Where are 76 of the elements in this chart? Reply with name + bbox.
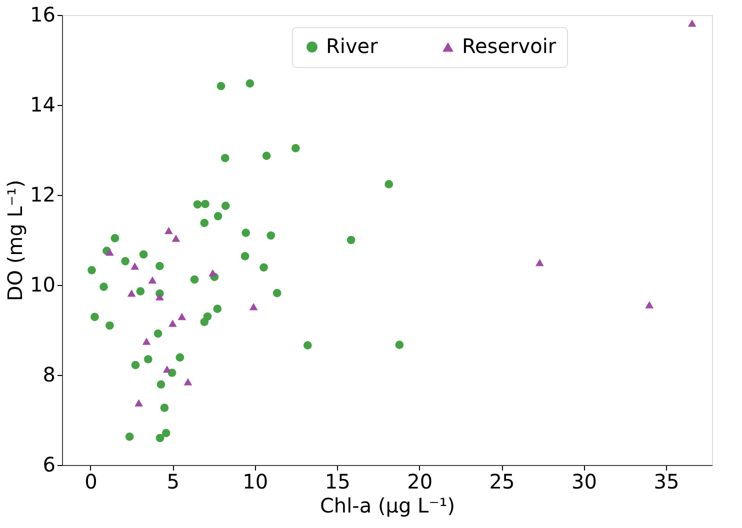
point [249,302,258,310]
point [240,252,250,260]
point [260,263,268,272]
point [160,404,169,412]
x-tick-label: 5 [166,470,180,494]
point [162,428,170,438]
point [142,338,151,345]
point [90,312,99,322]
point [88,266,96,274]
point [162,366,172,373]
point [688,19,696,27]
point [168,320,177,327]
point [220,154,230,162]
point [535,258,544,266]
point [154,329,162,338]
point [645,301,654,308]
x-tick-label: 25 [489,470,515,494]
y-tick-label: 16 [30,2,56,26]
point [130,262,140,270]
legend-label: River [326,34,379,58]
point [242,228,250,237]
x-tick-label: 10 [242,470,268,494]
point [155,262,164,270]
point [134,399,143,407]
point [208,269,217,276]
point [136,287,145,296]
point [172,234,180,242]
point [272,288,282,298]
x-tick-label: 20 [407,470,433,494]
point [164,226,173,234]
point [303,341,312,350]
point [193,200,202,209]
x-axis-title: Chl-a (μg L⁻¹) [320,494,456,518]
point [384,180,394,188]
x-tick-label: 30 [572,470,597,494]
y-axis-title: DO (mg L⁻¹) [3,180,28,302]
y-tick-label: 8 [42,362,56,386]
point [346,236,356,244]
point [110,234,120,242]
y-tick-label: 12 [30,182,56,206]
point [184,378,192,386]
point [127,289,136,297]
x-tick-label: 15 [324,470,350,494]
point [291,144,300,152]
point [201,200,210,208]
point [262,152,271,160]
point [190,275,199,284]
point [200,318,209,326]
point [106,248,114,256]
point [106,321,114,330]
y-tick-label: 6 [42,452,56,476]
point [139,250,148,259]
point [121,256,130,266]
point [216,82,226,90]
y-tick-label: 14 [30,92,56,116]
point [221,202,230,210]
point [395,340,404,350]
point [266,231,276,240]
point [156,380,166,389]
point [156,434,164,442]
point [155,293,164,300]
legend-label: Reservoir [462,34,557,58]
y-tick-label: 10 [30,272,56,296]
point [246,79,254,88]
point [131,360,140,370]
x-tick-label: 35 [654,470,680,494]
point [200,218,209,228]
point [176,353,184,362]
point [178,312,186,320]
point [100,282,108,291]
x-tick-label: 0 [84,470,98,494]
point [213,304,222,314]
point [144,355,152,364]
point [148,276,157,284]
point [214,212,222,220]
point [125,432,134,441]
